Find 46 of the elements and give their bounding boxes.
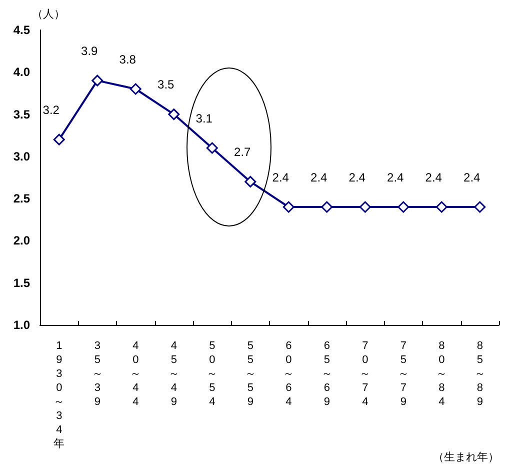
x-tick-label: 80～84 bbox=[436, 340, 448, 408]
x-tick-label: 40～44 bbox=[130, 340, 142, 408]
x-tick-label: 60～64 bbox=[283, 340, 294, 408]
x-tick-label: 45～49 bbox=[168, 340, 180, 408]
data-label: 2.4 bbox=[348, 170, 366, 184]
point bbox=[206, 142, 218, 154]
data-label: 3.2 bbox=[42, 102, 60, 117]
y-tick-label: 2.5 bbox=[13, 192, 30, 206]
y-tick-label: 4.0 bbox=[13, 65, 30, 80]
x-tick-label: 35～39 bbox=[92, 340, 103, 408]
data-label: 2.7 bbox=[234, 144, 252, 159]
y-tick-label: 4.5 bbox=[13, 23, 30, 37]
data-label: 2.4 bbox=[272, 170, 290, 184]
point bbox=[53, 134, 65, 146]
x-tick-label: 65～69 bbox=[321, 340, 332, 408]
data-label: 2.4 bbox=[464, 170, 481, 184]
point bbox=[436, 201, 448, 213]
data-label: 2.4 bbox=[425, 170, 442, 184]
data-label: 2.4 bbox=[387, 170, 404, 184]
y-tick-label: 1.5 bbox=[13, 276, 30, 290]
x-tick-label: 1930～34年 bbox=[54, 340, 65, 450]
x-tick-label: 75～79 bbox=[398, 340, 409, 408]
point bbox=[359, 201, 371, 213]
y-tick-label: 3.5 bbox=[13, 107, 30, 122]
data-label: 3.9 bbox=[81, 44, 98, 58]
y-tick-label: 2.0 bbox=[13, 234, 30, 248]
y-tick-label: 1.0 bbox=[13, 318, 30, 332]
x-tick-label: 50～54 bbox=[206, 340, 218, 408]
point bbox=[130, 83, 142, 95]
point bbox=[244, 176, 256, 188]
x-tick-label: 70～74 bbox=[360, 340, 371, 408]
data-label: 2.4 bbox=[310, 170, 328, 184]
point bbox=[398, 201, 410, 213]
data-label: 3.5 bbox=[158, 78, 175, 92]
point bbox=[321, 201, 333, 213]
x-axis-title: （生まれ年） bbox=[433, 450, 499, 464]
y-axis-title: （人） bbox=[32, 8, 65, 20]
data-label: 3.8 bbox=[119, 52, 136, 66]
point bbox=[92, 74, 104, 86]
point bbox=[474, 201, 486, 213]
x-tick-label: 85～89 bbox=[474, 340, 486, 408]
point bbox=[168, 108, 180, 120]
point bbox=[282, 201, 294, 213]
data-label: 3.1 bbox=[196, 111, 213, 126]
x-tick-label: 55～59 bbox=[244, 340, 256, 408]
y-tick-label: 3.0 bbox=[13, 149, 30, 164]
